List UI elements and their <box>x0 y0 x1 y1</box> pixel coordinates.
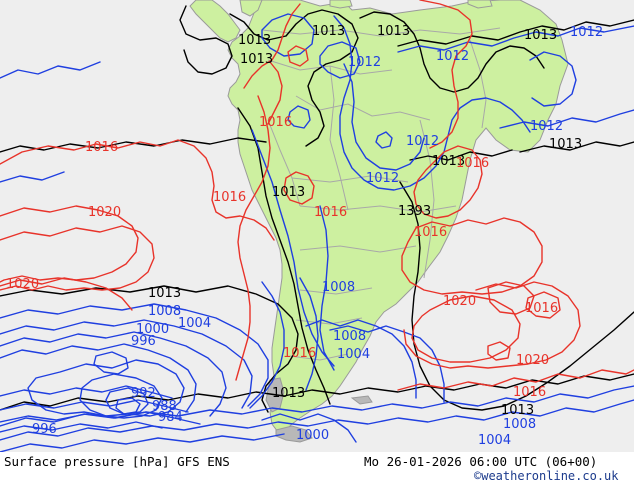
isobar-label: 1012 <box>530 119 564 134</box>
isobar-label: 1016 <box>85 140 119 155</box>
isobar-label: 984 <box>158 410 183 425</box>
land-antilles <box>467 0 493 9</box>
isobar-label: 988 <box>152 399 177 414</box>
isobar-label: 1012 <box>570 25 604 40</box>
isobar-label: 1016 <box>414 225 448 240</box>
isobars-992-blue <box>0 373 173 419</box>
isobar-label: 1013 <box>148 286 182 301</box>
isobar-label: 1013 <box>238 33 272 48</box>
isobar-label: 1016 <box>513 385 547 400</box>
isobar-label: 992 <box>131 386 156 401</box>
isobar-label: 1013 <box>432 154 466 169</box>
isobar-label: 1016 <box>259 115 293 130</box>
land-central-america <box>189 0 241 43</box>
isobar-label: 1393 <box>398 204 432 219</box>
isobars-1016-red <box>0 0 634 391</box>
isobar-label: 1008 <box>148 304 182 319</box>
isobar-label: 1012 <box>366 171 400 186</box>
isobar-label: 1020 <box>88 205 122 220</box>
isobar-label: 1008 <box>322 280 356 295</box>
footer-datetime: Mo 26-01-2026 06:00 UTC (06+00) <box>364 454 598 469</box>
isobar-label: 1020 <box>443 294 477 309</box>
isobar-label: 1016 <box>456 156 490 171</box>
land-tierra-del-fuego <box>275 425 313 443</box>
isobars-1000-blue <box>0 331 357 452</box>
footer-title: Surface pressure [hPa] GFS ENS <box>4 454 230 469</box>
map-canvas <box>0 0 634 452</box>
isobar-label: 1020 <box>6 277 40 292</box>
isobar-label: 1016 <box>314 205 348 220</box>
isobar-label: 1000 <box>136 322 170 337</box>
isobars-1004-blue <box>0 319 634 441</box>
isobar-label: 1013 <box>312 24 346 39</box>
land-north-fragment <box>239 0 263 17</box>
isobar-label: 1020 <box>516 353 550 368</box>
pressure-contour-map[interactable]: 1013 1013 1013 1013 1013 1012 1012 1012 1012 1013… <box>0 0 634 452</box>
isobar-label: 996 <box>131 334 156 349</box>
isobar-label: 1008 <box>333 329 367 344</box>
isobar-label: 1004 <box>178 316 212 331</box>
isobar-label: 1013 <box>272 185 306 200</box>
isobar-label: 1004 <box>337 347 371 362</box>
isobar-label: 1013 <box>240 52 274 67</box>
isobar-label: 1000 <box>296 428 330 443</box>
isobar-label: 1013 <box>501 403 535 418</box>
land-caribbean-islands <box>329 0 353 9</box>
map-footer: Surface pressure [hPa] GFS ENS Mo 26-01-… <box>0 452 634 490</box>
isobar-contours-layer <box>0 0 634 452</box>
isobar-label: 1012 <box>406 134 440 149</box>
isobar-label: 1008 <box>503 417 537 432</box>
contour-label-host: 1013 1013 1013 1013 1013 1012 1012 1012 1012 1013… <box>6 24 604 448</box>
isobar-label: 996 <box>32 422 57 437</box>
isobar-label: 1013 <box>524 28 558 43</box>
isobars-1008-blue <box>0 277 634 427</box>
isobars-996-blue <box>0 343 197 433</box>
isobar-label: 1013 <box>272 386 306 401</box>
land-falklands <box>350 395 373 405</box>
isobar-label: 1012 <box>436 49 470 64</box>
isobar-label: 1016 <box>213 190 247 205</box>
isobars-1012-blue <box>0 13 634 371</box>
isobars-1020-red <box>0 205 535 363</box>
country-borders-layer <box>261 27 501 361</box>
isobar-label: 1004 <box>478 433 512 448</box>
isobars-988-blue <box>0 387 189 415</box>
isobar-label: 1013 <box>377 24 411 39</box>
isobars-984-blue <box>0 351 201 425</box>
isobar-label: 1012 <box>348 55 382 70</box>
footer-copyright: ©weatheronline.co.uk <box>474 469 619 483</box>
isobar-label: 1016 <box>283 346 317 361</box>
isobar-label: 1013 <box>549 137 583 152</box>
isobar-label: 1016 <box>525 301 559 316</box>
